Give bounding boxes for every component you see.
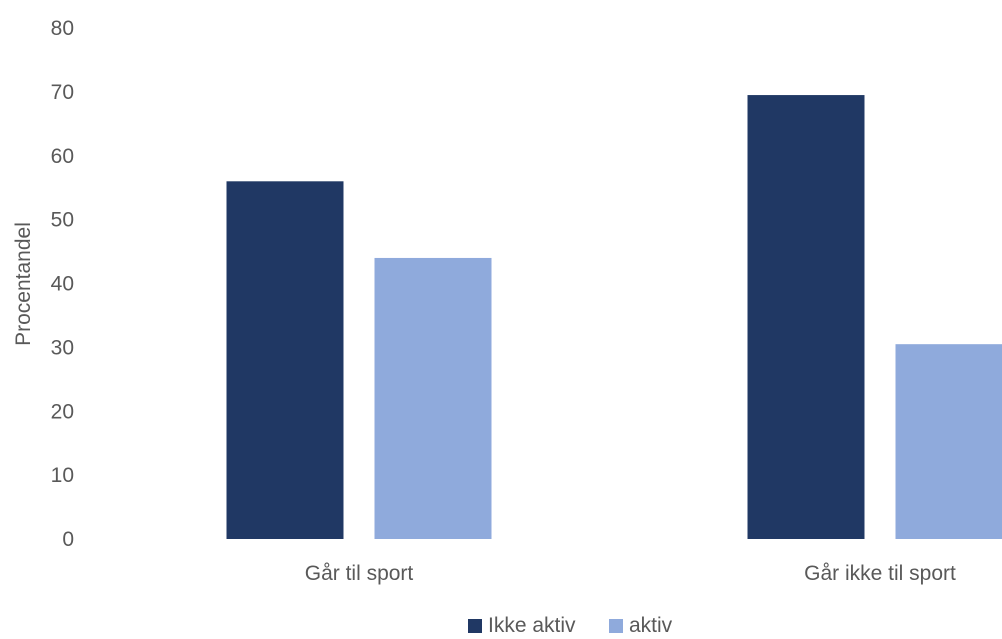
- y-tick-label: 20: [51, 400, 74, 423]
- legend-label: aktiv: [629, 614, 673, 637]
- legend-swatch: [468, 619, 482, 633]
- category-labels: Går til sport Går ikke til sport: [305, 562, 956, 585]
- x-category-label: Går ikke til sport: [804, 562, 956, 585]
- bar-ikke-aktiv: [226, 181, 344, 540]
- y-tick-label: 60: [51, 145, 74, 168]
- x-category-label: Går til sport: [305, 562, 414, 585]
- bar-ikke-aktiv: [747, 95, 865, 539]
- y-axis-title: Procentandel: [12, 222, 35, 346]
- y-tick-label: 70: [51, 81, 74, 104]
- legend-label: Ikke aktiv: [488, 614, 576, 637]
- y-axis-ticks: 0 10 20 30 40 50 60 70 80: [51, 17, 74, 551]
- y-tick-label: 0: [62, 528, 74, 551]
- y-tick-label: 10: [51, 464, 74, 487]
- bar-aktiv: [374, 257, 492, 539]
- legend-swatch: [609, 619, 623, 633]
- bars: [226, 95, 1002, 540]
- y-tick-label: 80: [51, 17, 74, 40]
- y-tick-label: 50: [51, 209, 74, 232]
- y-tick-label: 30: [51, 336, 74, 359]
- y-tick-label: 40: [51, 273, 74, 296]
- bar-aktiv: [895, 344, 1002, 539]
- legend: Ikke aktiv aktiv: [468, 614, 673, 637]
